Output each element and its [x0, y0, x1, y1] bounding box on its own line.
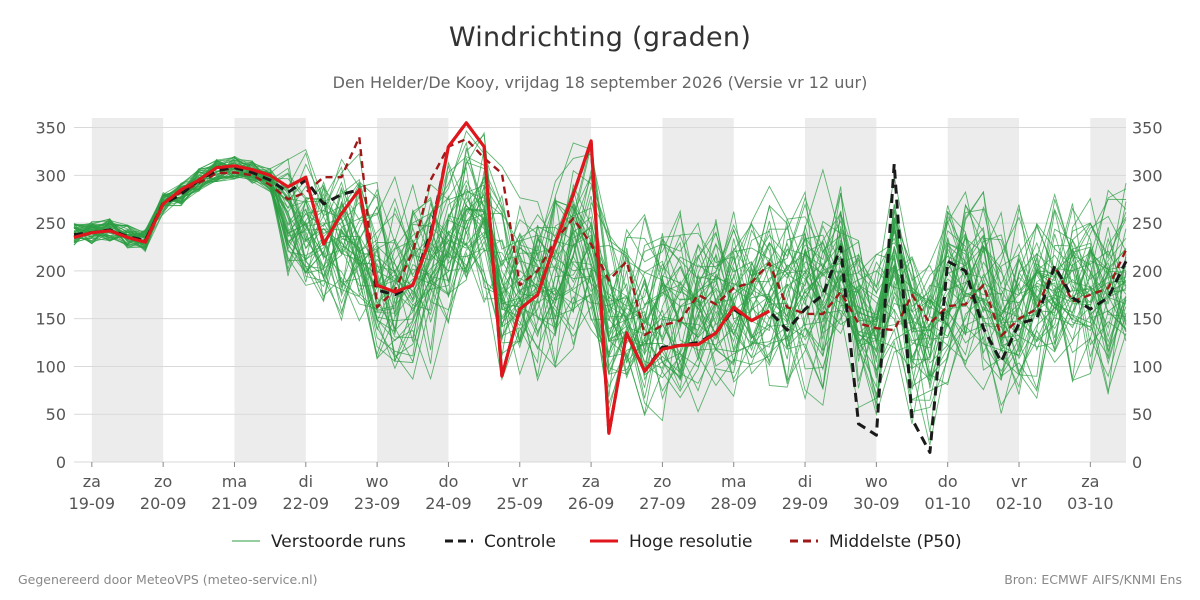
x-tick-day-4: wo — [366, 472, 389, 491]
y-tick-left-250: 250 — [35, 214, 66, 233]
x-tick-day-14: za — [1081, 472, 1099, 491]
x-tick-date-12: 01-10 — [924, 494, 971, 513]
y-tick-left-350: 350 — [35, 119, 66, 138]
ensemble-member-line — [73, 152, 1127, 391]
series-line-hoge-resolutie — [73, 121, 771, 435]
x-tick-day-1: zo — [154, 472, 172, 491]
y-tick-left-150: 150 — [35, 310, 66, 329]
x-tick-day-8: zo — [653, 472, 671, 491]
y-tick-right-100: 100 — [1132, 357, 1163, 376]
footer-source: Bron: ECMWF AIFS/KNMI Ens — [1004, 572, 1182, 587]
x-tick-day-9: ma — [721, 472, 746, 491]
x-tick-date-6: 25-09 — [497, 494, 544, 513]
x-tick-day-10: di — [798, 472, 813, 491]
x-tick-date-0: 19-09 — [69, 494, 116, 513]
legend-label-0: Verstoorde runs — [271, 532, 406, 552]
y-tick-right-50: 50 — [1132, 405, 1152, 424]
y-tick-left-200: 200 — [35, 262, 66, 281]
ensemble-member-line — [73, 167, 1127, 414]
x-tick-date-4: 23-09 — [354, 494, 401, 513]
footer-generated-by: Gegenereerd door MeteoVPS (meteo-service… — [18, 572, 318, 587]
x-tick-date-14: 03-10 — [1067, 494, 1114, 513]
x-tick-date-11: 30-09 — [853, 494, 900, 513]
y-tick-right-300: 300 — [1132, 166, 1163, 185]
x-tick-date-2: 21-09 — [211, 494, 258, 513]
day-shade-01-10 — [947, 118, 1020, 462]
y-tick-right-150: 150 — [1132, 310, 1163, 329]
ensemble-member-line — [73, 161, 1127, 393]
x-tick-date-9: 28-09 — [710, 494, 757, 513]
x-tick-day-0: za — [83, 472, 101, 491]
series-line-controle — [73, 121, 1128, 454]
x-tick-day-6: vr — [512, 472, 528, 491]
y-tick-left-50: 50 — [46, 405, 66, 424]
x-tick-date-10: 29-09 — [782, 494, 829, 513]
x-tick-date-1: 20-09 — [140, 494, 187, 513]
x-tick-date-7: 26-09 — [568, 494, 615, 513]
x-tick-day-5: do — [438, 472, 458, 491]
day-shade-19-09 — [91, 118, 164, 462]
x-tick-day-11: wo — [865, 472, 888, 491]
y-tick-left-300: 300 — [35, 166, 66, 185]
x-tick-date-13: 02-10 — [996, 494, 1043, 513]
x-tick-day-13: vr — [1011, 472, 1027, 491]
legend-label-1: Controle — [484, 532, 556, 552]
series-line-middelste-p50- — [73, 135, 1128, 338]
chart-title: Windrichting (graden) — [448, 22, 752, 53]
x-tick-day-2: ma — [222, 472, 247, 491]
legend-label-3: Middelste (P50) — [829, 532, 962, 552]
y-tick-right-200: 200 — [1132, 262, 1163, 281]
x-tick-date-3: 22-09 — [283, 494, 330, 513]
x-tick-day-3: di — [298, 472, 313, 491]
y-tick-left-0: 0 — [56, 453, 66, 472]
y-tick-right-250: 250 — [1132, 214, 1163, 233]
x-tick-day-12: do — [938, 472, 958, 491]
y-tick-right-0: 0 — [1132, 453, 1142, 472]
x-tick-date-8: 27-09 — [639, 494, 686, 513]
legend-label-2: Hoge resolutie — [629, 532, 753, 552]
y-tick-right-350: 350 — [1132, 119, 1163, 138]
y-tick-left-100: 100 — [35, 357, 66, 376]
chart-subtitle: Den Helder/De Kooy, vrijdag 18 september… — [332, 73, 868, 92]
x-tick-day-7: za — [582, 472, 600, 491]
day-shade-03-10 — [1090, 118, 1126, 462]
x-tick-date-5: 24-09 — [425, 494, 472, 513]
